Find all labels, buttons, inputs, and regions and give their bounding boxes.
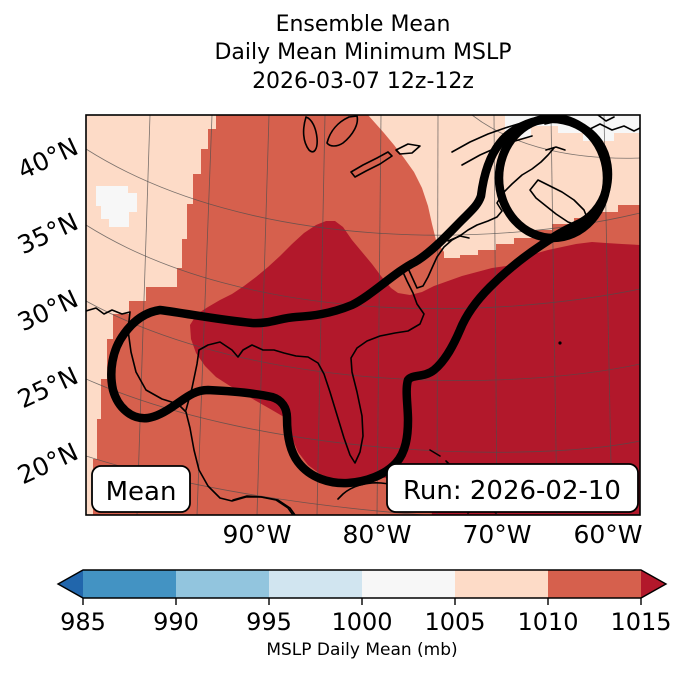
lon-tick-70w: 70°W <box>462 520 531 549</box>
run-annotation: Run: 2026-02-10 <box>386 463 639 513</box>
coast-quebec-newfoundland <box>587 115 640 132</box>
colorbar: 985 990 995 1000 1005 1010 1015 MSLP Dai… <box>56 569 672 660</box>
lat-tick-30n: 30°N <box>13 284 82 337</box>
colorbar-bin-1000-1005 <box>362 570 455 598</box>
figure-title: Ensemble Mean Daily Mean Minimum MSLP 20… <box>214 12 511 94</box>
lat-tick-35n: 35°N <box>13 207 82 260</box>
colorbar-bin-1005-1010 <box>455 570 548 598</box>
lat-tick-20n: 20°N <box>13 437 82 490</box>
fill-dark-over-1015 <box>190 221 640 515</box>
lon-tick-60w: 60°W <box>573 520 642 549</box>
lake-michigan <box>302 116 318 153</box>
meridian-65w <box>550 115 558 515</box>
colorbar-tickmarks <box>82 598 642 605</box>
bermuda-dot <box>558 341 562 345</box>
coast-gulf-atlantic <box>185 147 555 464</box>
colorbar-bin-995-1000 <box>269 570 362 598</box>
coast-st-lawrence-north <box>451 123 519 153</box>
lon-axis: 90°W 80°W 70°W 60°W <box>222 520 642 549</box>
meridian-75w <box>436 115 439 515</box>
lake-erie <box>350 151 393 178</box>
lake-huron <box>326 115 359 147</box>
coast-prince-edward-island <box>545 146 566 151</box>
pressure-contour <box>107 115 613 488</box>
colorbar-bin-990-995 <box>176 570 269 598</box>
meridian-90w <box>256 115 270 515</box>
cbar-tick-1015: 1015 <box>610 608 671 636</box>
map-frame <box>85 114 641 516</box>
cbar-tick-985: 985 <box>60 608 106 636</box>
fill-west-white-1000-1005 <box>96 186 137 227</box>
coast-long-island <box>447 235 470 242</box>
pressure-contour-ring <box>494 115 612 243</box>
coast-yucatan-inner <box>232 495 296 515</box>
lon-tick-80w: 80°W <box>342 520 411 549</box>
colorbar-title: MSLP Daily Mean (mb) <box>266 640 457 660</box>
cbar-tick-1005: 1005 <box>424 608 485 636</box>
cbar-tick-1000: 1000 <box>331 608 392 636</box>
cbar-tick-995: 995 <box>246 608 292 636</box>
colorbar-over-arrow <box>641 570 666 598</box>
graticule <box>86 115 640 515</box>
run-label: Run: 2026-02-10 <box>403 476 621 506</box>
cbar-tick-990: 990 <box>153 608 199 636</box>
coast-rio-grande-mexico <box>86 307 294 515</box>
lat-tick-40n: 40°N <box>13 132 82 185</box>
meridian-80w <box>376 115 382 515</box>
colorbar-tick-labels: 985 990 995 1000 1005 1010 1015 <box>60 608 671 636</box>
cbar-tick-1010: 1010 <box>517 608 578 636</box>
mean-annotation: Mean <box>91 465 191 513</box>
map-panel <box>86 115 640 515</box>
lake-ontario <box>395 143 421 155</box>
parallel-30n <box>86 300 640 381</box>
lon-tick-90w: 90°W <box>222 520 291 549</box>
mean-label: Mean <box>106 477 177 507</box>
lat-axis: 40°N 35°N 30°N 25°N 20°N <box>13 132 82 490</box>
lat-tick-25n: 25°N <box>13 361 82 414</box>
colorbar-bin-985-990 <box>83 570 176 598</box>
parallel-35n <box>86 224 640 310</box>
title-line-3: 2026-03-07 12z-12z <box>252 69 474 94</box>
colorbar-under-arrow <box>58 570 83 598</box>
coastlines <box>86 115 640 515</box>
meridian-70w <box>493 115 498 515</box>
title-line-1: Ensemble Mean <box>276 12 451 37</box>
run-box <box>386 463 639 513</box>
mean-box <box>91 465 191 513</box>
title-line-2: Daily Mean Minimum MSLP <box>214 40 511 65</box>
colorbar-bin-1010-1015 <box>548 570 641 598</box>
